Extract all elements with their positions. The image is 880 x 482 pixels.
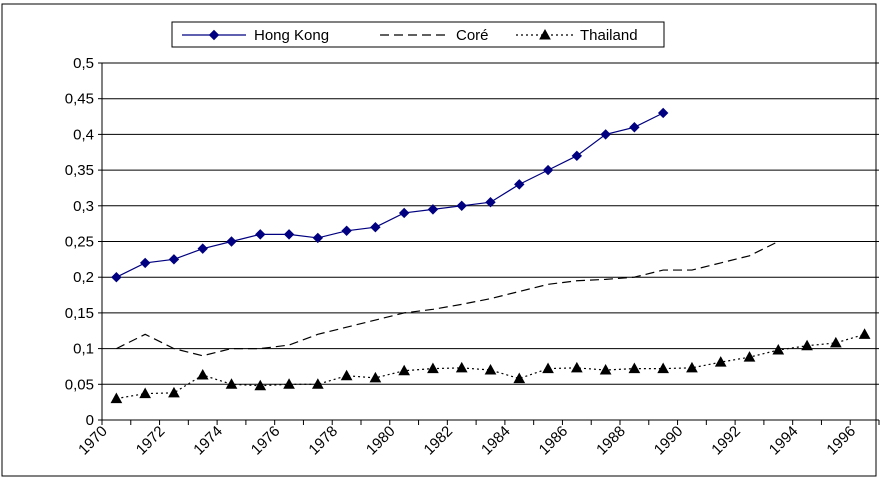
data-point-diamond [485,197,496,208]
data-point-diamond [312,232,324,244]
data-point-triangle [225,378,238,389]
y-tick-label: 0,3 [73,198,94,215]
series-line [116,333,865,400]
data-point-diamond [208,29,220,41]
data-point-triangle [772,343,785,355]
data-point-diamond [398,207,410,219]
data-point-diamond [456,200,467,212]
legend-entry: Coré [380,27,489,44]
legend-entry: Thailand [516,27,638,44]
legend-label: Hong Kong [254,27,329,44]
y-tick-label: 0,4 [73,126,94,143]
data-point-triangle [829,336,842,348]
data-point-triangle [570,361,583,373]
data-point-diamond [255,229,266,240]
data-point-diamond [283,229,295,240]
data-point-triangle [858,328,871,339]
data-point-triangle [686,361,698,373]
legend-label: Thailand [580,27,638,44]
data-point-diamond [657,107,669,119]
data-point-triangle [599,363,612,375]
data-point-triangle [311,378,324,389]
series-hong-kong [111,107,669,283]
outer-border [1,3,877,477]
data-point-diamond [226,236,237,247]
data-point-diamond [600,129,611,140]
series-cor- [116,240,779,357]
series-line [116,112,664,278]
data-point-diamond [139,257,151,269]
data-point-triangle [743,351,756,362]
y-tick-label: 0,35 [65,162,94,179]
data-point-triangle [542,362,554,374]
series-thailand [110,328,871,404]
legend: Hong Kong Coré Thailand [171,21,665,48]
data-point-diamond [427,204,439,215]
data-point-diamond [629,122,640,133]
y-tick-label: 0,15 [65,305,94,322]
data-point-triangle [427,362,439,374]
y-tick-label: 0,5 [73,55,94,72]
data-point-triangle [196,368,209,380]
data-point-triangle [254,379,267,391]
data-point-triangle [168,386,180,398]
data-point-triangle [484,363,497,375]
data-point-diamond [341,225,352,236]
data-point-triangle [801,339,813,351]
data-point-diamond [370,222,381,233]
data-series [110,107,871,404]
data-point-triangle [283,378,295,389]
data-point-triangle [714,356,727,367]
data-point-diamond [514,179,525,190]
data-point-triangle [657,362,670,374]
data-point-triangle [513,372,526,384]
y-tick-label: 0 [86,412,94,429]
data-point-diamond [168,254,180,265]
series-line [116,240,779,357]
data-point-triangle [398,364,411,376]
y-tick-label: 0,1 [73,341,94,358]
data-point-triangle [340,369,353,381]
data-point-triangle [628,362,641,374]
data-point-triangle [455,361,468,373]
y-tick-label: 0,2 [73,269,94,286]
y-tick-label: 0,45 [65,91,94,108]
legend-entry: Hong Kong [182,27,329,44]
y-tick-label: 0,05 [65,376,94,393]
data-point-triangle [110,392,123,404]
legend-label: Coré [456,27,489,44]
legend-box [171,21,665,48]
data-point-diamond [542,164,554,176]
data-point-diamond [571,150,583,162]
data-point-diamond [111,271,122,283]
data-point-triangle [539,28,551,40]
data-point-diamond [197,243,208,254]
data-point-triangle [369,371,382,383]
y-tick-label: 0,25 [65,234,94,251]
data-point-triangle [139,387,152,399]
